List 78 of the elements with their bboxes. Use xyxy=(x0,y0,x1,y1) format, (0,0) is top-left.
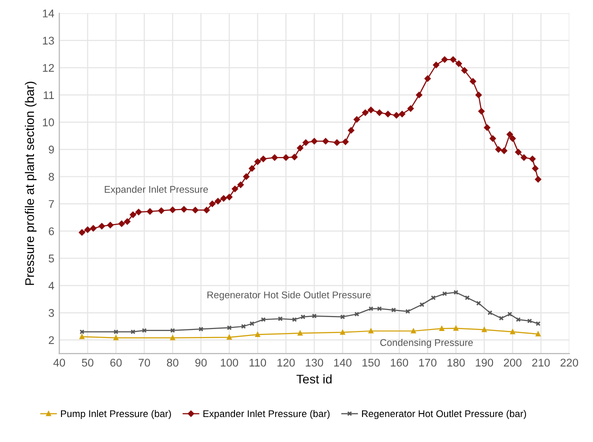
point xyxy=(312,314,317,318)
y-tick-label: 3 xyxy=(48,309,54,317)
annotation: Condensing Pressure xyxy=(380,338,473,348)
point xyxy=(278,316,283,322)
x-tick-label: 40 xyxy=(53,358,66,367)
point xyxy=(510,329,516,334)
x-tick-label: 130 xyxy=(306,358,324,367)
x-tick-label: 100 xyxy=(220,358,238,367)
point xyxy=(170,328,176,333)
annotation: Regenerator Hot Side Outlet Pressure xyxy=(207,291,371,300)
y-tick-label: 14 xyxy=(42,10,54,18)
y-axis-title: Pressure profile at plant section (bar) xyxy=(24,82,37,285)
point xyxy=(377,306,382,312)
x-tick-label: 110 xyxy=(250,358,266,367)
x-tick-label: 90 xyxy=(195,358,207,367)
y-tick-label: 5 xyxy=(48,254,54,262)
y-tick-label: 2 xyxy=(48,336,54,344)
y-tick-label: 13 xyxy=(42,36,54,45)
point xyxy=(170,335,176,340)
point xyxy=(260,317,266,322)
legend-label: Regenerator Hot Outlet Pressure (bar) xyxy=(362,410,526,420)
point xyxy=(516,317,521,322)
point xyxy=(241,324,246,329)
point xyxy=(498,316,504,321)
point xyxy=(488,310,492,316)
point xyxy=(368,306,374,312)
x-tick-label: 220 xyxy=(560,358,578,367)
point xyxy=(442,291,448,296)
point xyxy=(340,330,346,335)
legend-label: Pump Inlet Pressure (bar) xyxy=(61,410,171,420)
point xyxy=(454,326,458,331)
y-tick-label: 8 xyxy=(48,172,54,181)
x-tick-label: 70 xyxy=(138,358,150,367)
point xyxy=(507,312,512,317)
y-tick-label: 6 xyxy=(48,227,54,236)
point xyxy=(405,308,410,314)
x-tick-label: 190 xyxy=(476,358,494,367)
legend-label: Expander Inlet Pressure (bar) xyxy=(203,410,330,420)
point xyxy=(482,327,487,332)
point xyxy=(250,321,254,326)
point xyxy=(340,314,346,320)
x-tick-label: 140 xyxy=(334,358,352,367)
x-tick-label: 180 xyxy=(448,358,465,367)
x-tick-label: 170 xyxy=(419,358,436,367)
point xyxy=(354,312,360,317)
point xyxy=(430,295,436,300)
y-tick-label: 11 xyxy=(44,91,54,99)
point xyxy=(527,318,532,324)
y-tick-label: 12 xyxy=(42,64,54,72)
point xyxy=(114,329,118,334)
y-tick-label: 4 xyxy=(48,282,54,290)
x-tick-label: 160 xyxy=(390,358,408,367)
y-tick-label: 7 xyxy=(48,200,54,208)
x-tick-label: 50 xyxy=(82,358,94,367)
annotation: Expander Inlet Pressure xyxy=(104,186,208,195)
x-tick-label: 60 xyxy=(110,358,122,367)
point xyxy=(142,328,147,333)
point xyxy=(130,329,136,334)
point xyxy=(114,335,118,340)
point xyxy=(300,314,306,320)
point xyxy=(464,295,470,300)
x-tick-label: 200 xyxy=(504,358,522,367)
x-tick-label: 210 xyxy=(532,358,550,367)
point xyxy=(454,290,458,295)
point xyxy=(226,334,232,340)
point xyxy=(420,302,424,308)
point xyxy=(298,330,303,336)
x-tick-label: 150 xyxy=(362,358,380,367)
x-tick-label: 80 xyxy=(166,358,178,367)
point xyxy=(476,300,482,306)
x-axis-title: Test id xyxy=(296,374,332,384)
x-tick-label: 120 xyxy=(278,358,295,367)
point xyxy=(198,326,204,332)
point xyxy=(292,317,297,322)
y-tick-label: 10 xyxy=(42,118,54,126)
point xyxy=(226,325,232,330)
y-tick-label: 9 xyxy=(48,146,54,154)
point xyxy=(391,308,396,312)
